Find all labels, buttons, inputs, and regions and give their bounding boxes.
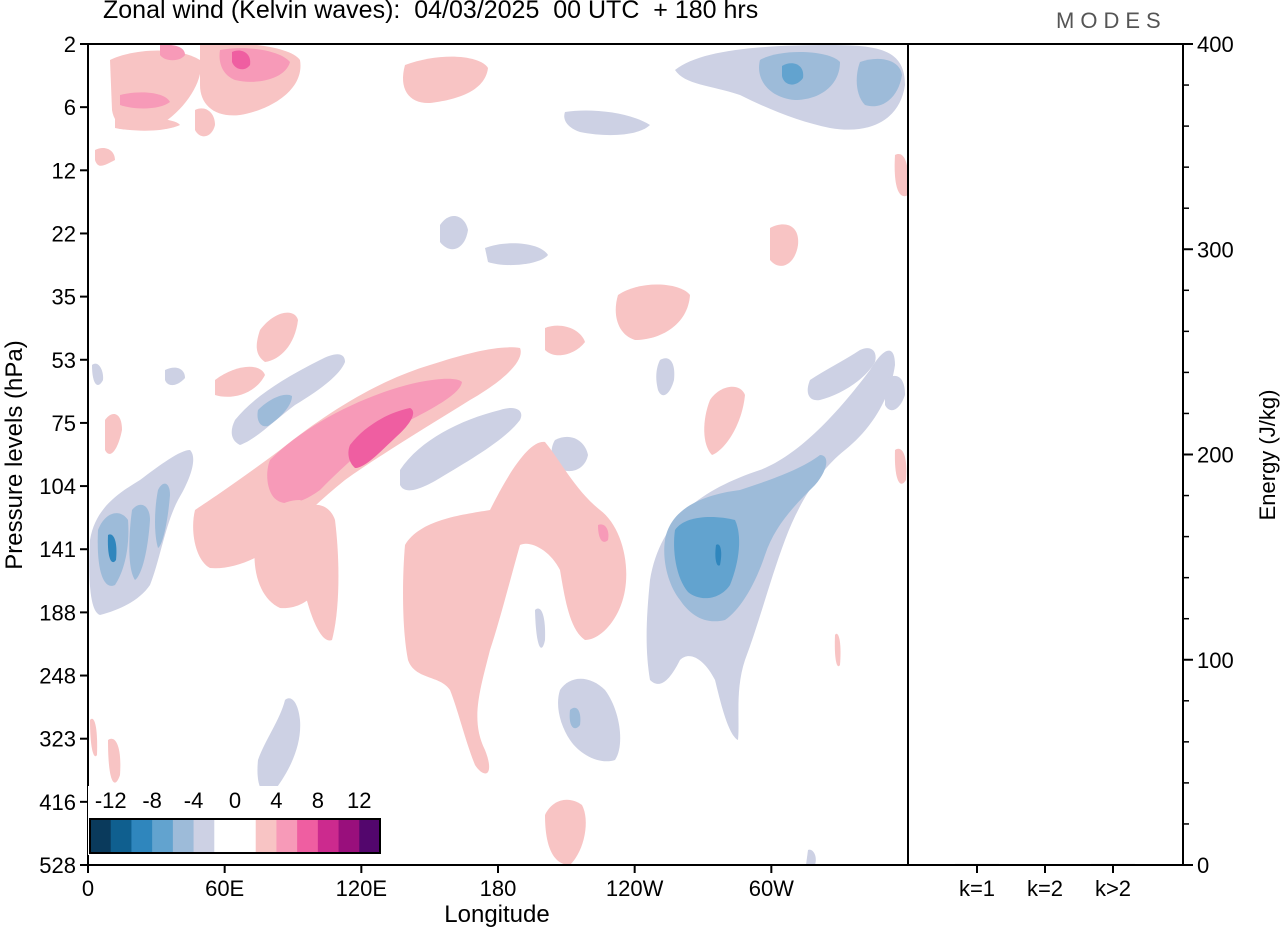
colorbar-swatch — [255, 819, 277, 853]
x-tick-label: 0 — [82, 876, 94, 901]
energy-bar — [1091, 863, 1135, 865]
colorbar-swatch — [338, 819, 360, 853]
y-tick-label: 22 — [52, 221, 76, 246]
wind-contour-field — [89, 44, 908, 865]
x-axis-label: Longitude — [444, 901, 549, 928]
y-tick-label: 53 — [52, 348, 76, 373]
colorbar-swatch — [317, 819, 340, 853]
colorbar-label: 8 — [312, 788, 324, 813]
colorbar-swatch — [193, 819, 215, 853]
y-tick-label: 416 — [39, 790, 76, 815]
colorbar-swatch — [131, 819, 153, 853]
energy-x-tick-label: k=1 — [959, 876, 995, 901]
energy-plot-frame — [907, 43, 1184, 866]
colorbar: -12 -8 -4 0 4 8 12 — [88, 786, 382, 855]
y-tick-label: 6 — [64, 95, 76, 120]
y-tick-label: 248 — [39, 664, 76, 689]
y-tick-label: 188 — [39, 600, 76, 625]
modes-logo: MODES — [1056, 8, 1167, 33]
y-tick-label: 35 — [52, 285, 76, 310]
energy-y-tick-label: 400 — [1197, 32, 1234, 57]
y-tick-label: 2 — [64, 32, 76, 57]
colorbar-label: 4 — [270, 788, 282, 813]
y-tick-label: 12 — [52, 158, 76, 183]
colorbar-swatch — [297, 819, 319, 853]
colorbar-label: 12 — [347, 788, 371, 813]
y-tick-label: 75 — [52, 411, 76, 436]
colorbar-label-bg — [88, 786, 382, 817]
colorbar-border — [89, 818, 381, 854]
chart-title: Zonal wind (Kelvin waves): 04/03/2025 00… — [103, 0, 759, 24]
colorbar-swatch — [90, 819, 112, 853]
colorbar-swatch — [214, 819, 236, 853]
y-tick-label: 323 — [39, 727, 76, 752]
y-tick-label: 141 — [39, 537, 76, 562]
energy-bar — [955, 863, 999, 865]
colorbar-label: 0 — [229, 788, 241, 813]
colorbar-swatch — [235, 819, 257, 853]
x-tick-label: 120W — [606, 876, 664, 901]
main-axes: 0 60E 120E 180 120W 60W 2 6 12 22 35 53 75 104 141 188 2… — [39, 32, 794, 901]
energy-y-tick-label: 300 — [1197, 237, 1234, 262]
colorbar-swatch — [110, 819, 132, 853]
y-tick-label: 104 — [39, 474, 76, 499]
energy-x-tick-label: k>2 — [1095, 876, 1131, 901]
y-tick-label: 528 — [39, 853, 76, 878]
energy-x-tick-label: k=2 — [1027, 876, 1063, 901]
y-axis-label: Pressure levels (hPa) — [1, 340, 28, 569]
main-plot-frame — [87, 43, 909, 866]
colorbar-label: -8 — [142, 788, 162, 813]
energy-y-tick-label: 0 — [1197, 853, 1209, 878]
energy-y-tick-label: 200 — [1197, 443, 1234, 468]
x-tick-label: 60W — [749, 876, 794, 901]
x-tick-label: 120E — [336, 876, 387, 901]
colorbar-swatch — [276, 819, 298, 853]
x-tick-label: 60E — [205, 876, 244, 901]
colorbar-swatch — [172, 819, 195, 853]
colorbar-label: -4 — [184, 788, 204, 813]
energy-axis-label: Energy (J/kg) — [1255, 390, 1280, 521]
energy-y-tick-label: 100 — [1197, 648, 1234, 673]
energy-axes: 0 100 200 300 400 k=1 k=2 k>2 — [955, 32, 1234, 901]
colorbar-label: -12 — [95, 788, 127, 813]
colorbar-swatch — [152, 819, 174, 853]
colorbar-swatch — [359, 819, 381, 853]
x-tick-label: 180 — [480, 876, 517, 901]
